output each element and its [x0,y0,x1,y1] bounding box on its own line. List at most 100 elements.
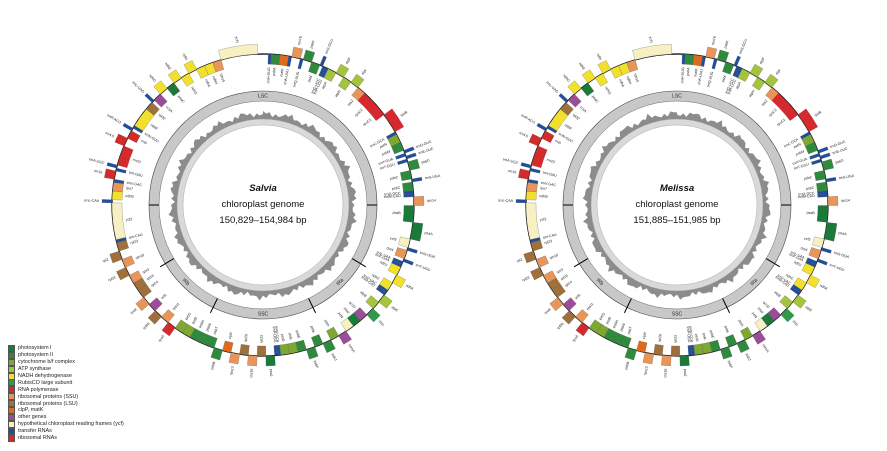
gene-label-infa: infA [160,293,168,301]
gene-block-ycf3 [812,236,825,248]
legend-item-atp-synthase: ATP synthase [8,365,178,373]
gene-label-ndhk: ndhK [405,283,415,291]
gene-label-trnh-gug: trnH-GUG [680,67,685,84]
gene-block-atpe [378,294,393,309]
gene-label-psbm: psbM [795,149,805,156]
gene-label-ndhk: ndhK [819,283,829,291]
legend-label: clpP, matK [18,407,44,414]
gene-block-trnt-ugu [816,258,828,266]
gene-block-trnm-cau [376,286,387,296]
gene-block-rrn4-5 [528,133,542,147]
gene-label-ndhi: ndhI [182,53,189,61]
gene-block-rps14 [827,196,839,206]
gene-label-trnr-ucu: trnR-UCU [313,79,323,95]
gene-block-atpa [737,68,751,82]
gene-block-trnt-ggu [811,158,822,165]
gene-label-trne-uuc: trnE-UUC [832,146,848,155]
gene-block-trnq-uug [711,58,718,70]
gene-label-rps14: rps14 [427,199,436,203]
gene-block-psbj [322,339,336,353]
gene-label-trnc-gca: trnC-GCA [369,137,385,148]
gene-block-ccsa [154,93,168,108]
gene-block-trna-ugc [520,162,532,169]
gene-label-atpi: atpI [775,68,782,75]
legend-item-rubisco-large-subunit: RubisCO large subunit [8,379,178,387]
gene-label-ndhh: ndhH [211,76,218,86]
genus-title: Melissa [660,183,694,194]
gene-label-atph: atpH [334,89,342,98]
legend-swatch [8,386,15,394]
gene-label-psbd: psbD [835,159,845,165]
gene-label-rps14: rps14 [841,199,850,203]
gene-label-psbc: psbC [390,175,399,181]
gene-label-trni-gau: trnI-GAU [128,171,143,178]
legend-item-transfer-rnas: transfer RNAs [8,427,178,435]
gene-block-trnfm-cau [817,193,828,198]
gene-block-ndhg [181,73,194,87]
gene-label-trnf-gaa: trnF-GAA [789,253,805,263]
region-boundary [623,298,632,314]
gene-block-psaj [679,355,690,367]
gene-label-psbe: psbE [709,330,715,340]
gene-label-trnt-ugu: trnT-UGU [829,263,845,272]
legend-item-rna-polymerase: RNA polymerase [8,386,178,394]
gene-block-ycf2 [111,202,126,240]
legend-swatch [8,379,15,387]
gene-block-psac [580,82,595,97]
gene-label-ndha: ndhA [204,79,211,89]
gene-block-trnr-acg [536,122,548,132]
legend-label: NADH dehydrogenase [18,373,72,379]
gene-label-accd: accD [348,301,357,310]
gene-label-ndhc: ndhC [785,273,795,281]
legend-swatch [8,372,15,380]
gene-block-rps7 [112,182,124,193]
legend-item-ribosomal-rnas: ribosomal RNAs [8,434,178,442]
gene-block-trns-gga [820,247,832,254]
gene-label-psaa: psaA [424,231,433,236]
gene-block-psba [684,54,695,66]
gene-label-rps12: rps12 [229,366,235,376]
gene-block-psbc [814,170,826,181]
gene-label-trns-gcu: trnS-GCU [324,38,334,54]
gene-block-trns-gcu [733,55,741,67]
legend-item-ribosomal-proteins-lsu: ribosomal proteins (LSU) [8,400,178,408]
gene-label-trnq-uug: trnQ-UUG [706,71,714,88]
gene-label-trnv-gac: trnV-GAC [540,181,556,187]
gene-block-rps12 [642,352,654,365]
gene-label-ndhc: ndhC [371,273,381,281]
gene-label-trns-gcu: trnS-GCU [738,38,748,54]
gene-block-petg [279,343,290,356]
gene-block-trne-uuc [405,152,417,160]
gene-block-psaj [265,355,276,367]
gene-label-rrn5: rrn5 [140,139,148,146]
gene-block-trnfm-cau [403,193,414,198]
legend-swatch [8,393,15,401]
gene-block-ndhi [183,60,197,74]
gene-block-rps18 [247,355,258,367]
gene-label-accd: accD [762,301,771,310]
gene-label-rpoa: rpoA [572,334,580,343]
gene-label-ccsa: ccsA [579,105,588,114]
gene-label-rps16: rps16 [297,36,303,46]
gene-label-matk: matK [693,68,698,77]
gene-block-trnd-guc [817,146,829,154]
gene-label-petl: petL [288,333,293,341]
gene-label-psbn: psbN [205,322,212,332]
map-center [596,124,758,286]
gene-label-rrn23: rrn23 [546,158,555,165]
gene-label-petn: petN [379,142,388,149]
gene-label-atpe: atpE [805,305,814,313]
gene-label-trna-ugc: trnA-UGC [503,157,520,165]
gene-label-rps7: rps7 [126,186,133,191]
gene-label-trns-uga: trnS-UGA [838,174,855,181]
gene-label-psac: psaC [591,95,600,104]
legend-item-clpp-matk: clpP, matK [8,406,178,414]
gene-block-trnr-acg [122,122,134,132]
gene-block-ndhd [153,80,168,95]
gene-block-psbi [308,61,321,75]
gene-label-rpl2: rpl2 [516,258,523,264]
gene-label-atpa: atpA [735,81,742,90]
gene-label-ndhg: ndhG [190,86,198,96]
gene-block-clpp [222,340,234,353]
